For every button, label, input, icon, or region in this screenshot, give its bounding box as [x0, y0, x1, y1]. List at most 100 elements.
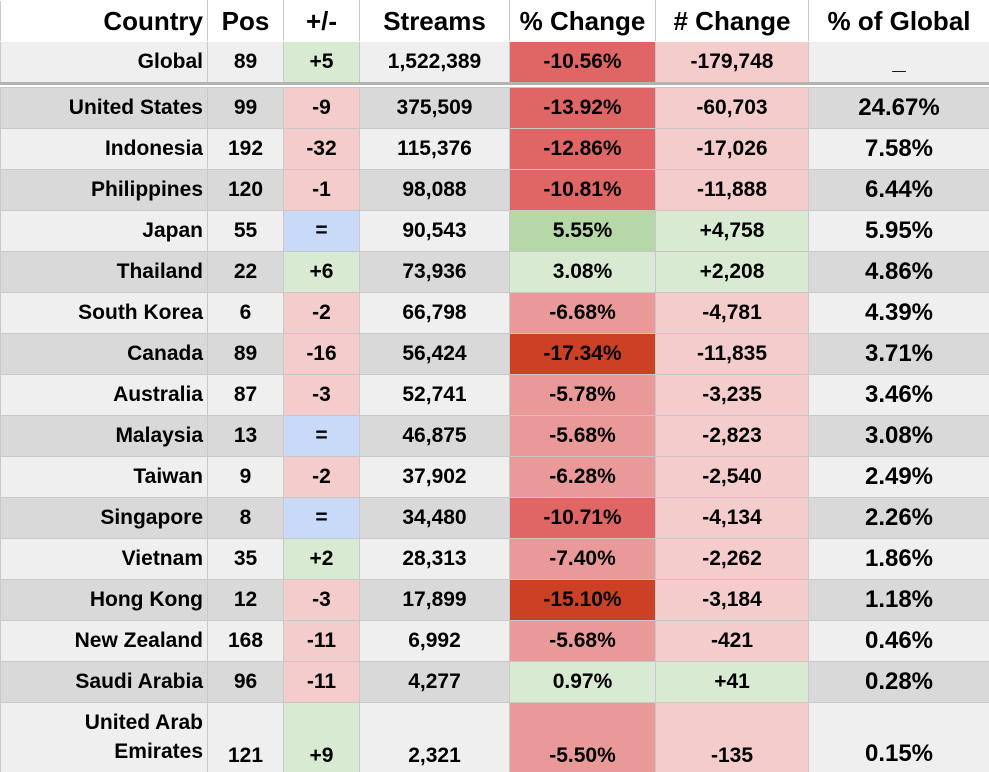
cell-country[interactable]: Taiwan	[0, 456, 208, 498]
cell-streams[interactable]: 28,313	[359, 538, 510, 580]
cell-country[interactable]: Hong Kong	[0, 579, 208, 621]
cell-delta[interactable]: -9	[283, 87, 360, 129]
cell-streams[interactable]: 98,088	[359, 169, 510, 211]
cell-num-change[interactable]: +4,758	[655, 210, 809, 252]
cell-pct-global[interactable]: 3.46%	[808, 374, 989, 416]
cell-country[interactable]: Philippines	[0, 169, 208, 211]
cell-streams[interactable]: 4,277	[359, 661, 510, 703]
cell-pct-global[interactable]: 6.44%	[808, 169, 989, 211]
cell-pct-global[interactable]: 3.08%	[808, 415, 989, 457]
cell-pct-change[interactable]: -15.10%	[509, 579, 656, 621]
cell-streams[interactable]: 1,522,389	[359, 41, 510, 85]
cell-num-change[interactable]: -2,823	[655, 415, 809, 457]
cell-pct-change[interactable]: -5.68%	[509, 415, 656, 457]
cell-streams[interactable]: 6,992	[359, 620, 510, 662]
cell-streams[interactable]: 115,376	[359, 128, 510, 170]
cell-delta[interactable]: -3	[283, 374, 360, 416]
cell-num-change[interactable]: -3,235	[655, 374, 809, 416]
cell-streams[interactable]: 56,424	[359, 333, 510, 375]
cell-pct-change[interactable]: -5.50%	[509, 702, 656, 772]
cell-pos[interactable]: 168	[207, 620, 284, 662]
cell-pct-change[interactable]: -5.68%	[509, 620, 656, 662]
cell-num-change[interactable]: -2,262	[655, 538, 809, 580]
cell-pct-global[interactable]: 7.58%	[808, 128, 989, 170]
cell-delta[interactable]: +2	[283, 538, 360, 580]
cell-pct-global[interactable]: 3.71%	[808, 333, 989, 375]
cell-country[interactable]: Indonesia	[0, 128, 208, 170]
cell-pct-change[interactable]: -17.34%	[509, 333, 656, 375]
cell-num-change[interactable]: -2,540	[655, 456, 809, 498]
cell-pct-change[interactable]: 5.55%	[509, 210, 656, 252]
cell-pct-change[interactable]: -6.28%	[509, 456, 656, 498]
cell-streams[interactable]: 73,936	[359, 251, 510, 293]
cell-pct-global[interactable]: 4.86%	[808, 251, 989, 293]
cell-pct-change[interactable]: -10.81%	[509, 169, 656, 211]
cell-streams[interactable]: 90,543	[359, 210, 510, 252]
cell-pct-change[interactable]: -6.68%	[509, 292, 656, 334]
cell-delta[interactable]: -11	[283, 620, 360, 662]
cell-pos[interactable]: 55	[207, 210, 284, 252]
cell-pct-global[interactable]: 2.26%	[808, 497, 989, 539]
header-delta[interactable]: +/-	[283, 0, 360, 42]
cell-pct-global[interactable]: 1.86%	[808, 538, 989, 580]
cell-streams[interactable]: 375,509	[359, 87, 510, 129]
cell-pct-global[interactable]: 0.15%	[808, 702, 989, 772]
cell-pos[interactable]: 8	[207, 497, 284, 539]
cell-country[interactable]: Global	[0, 41, 208, 85]
cell-delta[interactable]: =	[283, 497, 360, 539]
cell-delta[interactable]: +6	[283, 251, 360, 293]
cell-country[interactable]: Malaysia	[0, 415, 208, 457]
cell-streams[interactable]: 17,899	[359, 579, 510, 621]
cell-delta[interactable]: -16	[283, 333, 360, 375]
cell-country[interactable]: Thailand	[0, 251, 208, 293]
cell-pct-global[interactable]: 1.18%	[808, 579, 989, 621]
header-pos[interactable]: Pos	[207, 0, 284, 42]
cell-pct-change[interactable]: 0.97%	[509, 661, 656, 703]
cell-country[interactable]: Canada	[0, 333, 208, 375]
cell-pos[interactable]: 87	[207, 374, 284, 416]
cell-pos[interactable]: 96	[207, 661, 284, 703]
cell-pct-change[interactable]: -12.86%	[509, 128, 656, 170]
cell-pct-global[interactable]: 24.67%	[808, 87, 989, 129]
cell-streams[interactable]: 46,875	[359, 415, 510, 457]
cell-pct-change[interactable]: -7.40%	[509, 538, 656, 580]
cell-delta[interactable]: -2	[283, 456, 360, 498]
cell-country[interactable]: United Arab Emirates	[0, 702, 208, 772]
cell-num-change[interactable]: -4,134	[655, 497, 809, 539]
cell-country[interactable]: Japan	[0, 210, 208, 252]
cell-country[interactable]: Vietnam	[0, 538, 208, 580]
cell-pos[interactable]: 13	[207, 415, 284, 457]
cell-pct-change[interactable]: 3.08%	[509, 251, 656, 293]
cell-streams[interactable]: 66,798	[359, 292, 510, 334]
cell-delta[interactable]: +9	[283, 702, 360, 772]
cell-pct-global[interactable]: 0.46%	[808, 620, 989, 662]
cell-num-change[interactable]: -3,184	[655, 579, 809, 621]
cell-pos[interactable]: 121	[207, 702, 284, 772]
cell-pos[interactable]: 120	[207, 169, 284, 211]
header-pct-global[interactable]: % of Global	[808, 0, 989, 42]
cell-pct-global[interactable]: _	[808, 41, 989, 85]
cell-num-change[interactable]: -135	[655, 702, 809, 772]
header-streams[interactable]: Streams	[359, 0, 510, 42]
cell-country[interactable]: New Zealand	[0, 620, 208, 662]
cell-num-change[interactable]: -179,748	[655, 41, 809, 85]
cell-num-change[interactable]: -11,835	[655, 333, 809, 375]
cell-pos[interactable]: 12	[207, 579, 284, 621]
cell-pos[interactable]: 89	[207, 41, 284, 85]
cell-streams[interactable]: 37,902	[359, 456, 510, 498]
header-pct-change[interactable]: % Change	[509, 0, 656, 42]
cell-num-change[interactable]: -17,026	[655, 128, 809, 170]
cell-delta[interactable]: =	[283, 415, 360, 457]
cell-streams[interactable]: 2,321	[359, 702, 510, 772]
cell-delta[interactable]: -3	[283, 579, 360, 621]
header-country[interactable]: Country	[0, 0, 208, 42]
cell-pct-change[interactable]: -13.92%	[509, 87, 656, 129]
cell-num-change[interactable]: +2,208	[655, 251, 809, 293]
cell-pos[interactable]: 192	[207, 128, 284, 170]
cell-streams[interactable]: 52,741	[359, 374, 510, 416]
cell-delta[interactable]: -2	[283, 292, 360, 334]
cell-num-change[interactable]: -11,888	[655, 169, 809, 211]
cell-pos[interactable]: 89	[207, 333, 284, 375]
cell-pct-change[interactable]: -10.56%	[509, 41, 656, 85]
cell-pct-change[interactable]: -5.78%	[509, 374, 656, 416]
